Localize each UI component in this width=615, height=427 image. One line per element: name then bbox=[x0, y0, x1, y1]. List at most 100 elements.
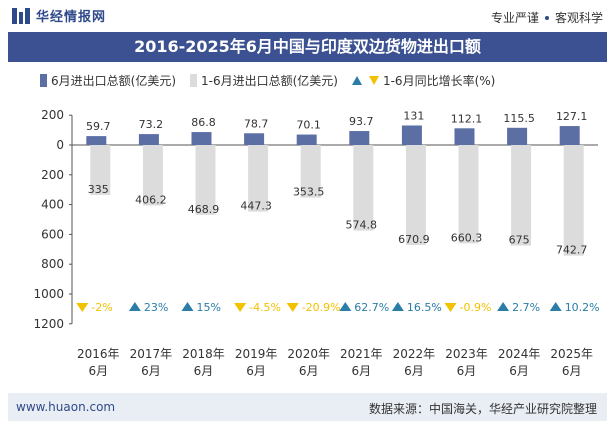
footer-url: www.huaon.com bbox=[16, 400, 116, 414]
legend-swatch-june bbox=[40, 73, 47, 87]
x-tick-label: 2023年 bbox=[445, 347, 488, 361]
bar-cumulative bbox=[353, 145, 374, 231]
data-label-cumulative: 742.7 bbox=[556, 244, 588, 257]
data-label-cumulative: 574.8 bbox=[346, 219, 378, 232]
x-tick-label: 2022年 bbox=[393, 347, 436, 361]
data-label-cumulative: 335 bbox=[88, 183, 109, 196]
y-tick-label: 400 bbox=[41, 198, 64, 212]
bar-june bbox=[138, 134, 159, 145]
data-label-growth: -0.9% bbox=[460, 301, 492, 314]
data-label-cumulative: 660.3 bbox=[451, 231, 483, 244]
data-label-june: 86.8 bbox=[191, 116, 216, 129]
data-label-june: 59.7 bbox=[86, 120, 111, 133]
legend-item-cum: 1-6月进出口总额(亿美元) bbox=[190, 72, 338, 89]
bar-cumulative bbox=[300, 145, 321, 198]
legend-label-cum: 1-6月进出口总额(亿美元) bbox=[201, 73, 338, 88]
separator-dot-icon bbox=[544, 15, 549, 20]
growth-down-marker bbox=[286, 303, 299, 312]
y-tick-label: 200 bbox=[41, 168, 64, 182]
tagline: 专业严谨 客观科学 bbox=[491, 9, 603, 26]
triangle-down-icon bbox=[368, 75, 379, 85]
x-tick-label: 2025年 bbox=[550, 347, 593, 361]
y-tick-label: 800 bbox=[41, 257, 64, 271]
growth-up-marker bbox=[128, 302, 141, 311]
x-tick-label: 2019年 bbox=[235, 347, 278, 361]
x-tick-label: 2018年 bbox=[182, 347, 225, 361]
data-label-june: 112.1 bbox=[451, 112, 483, 125]
x-tick-label: 2021年 bbox=[340, 347, 383, 361]
x-tick-label: 2016年 bbox=[77, 347, 120, 361]
legend-swatch-cum bbox=[190, 73, 197, 87]
data-label-june: 131 bbox=[403, 109, 424, 122]
data-label-cumulative: 468.9 bbox=[188, 203, 220, 216]
bar-june bbox=[296, 134, 317, 145]
tag-1: 专业严谨 bbox=[490, 11, 539, 25]
y-tick-label: 600 bbox=[41, 227, 64, 241]
x-tick-label-line2: 6月 bbox=[457, 364, 477, 378]
growth-up-marker bbox=[549, 302, 562, 311]
legend: 6月进出口总额(亿美元) 1-6月进出口总额(亿美元) 1-6月同比增长率(%) bbox=[40, 70, 600, 90]
legend-label-june: 6月进出口总额(亿美元) bbox=[51, 73, 176, 88]
chart-title: 2016-2025年6月中国与印度双边货物进出口额 bbox=[134, 37, 481, 56]
data-label-growth: -20.9% bbox=[302, 301, 341, 314]
x-tick-label: 2017年 bbox=[130, 347, 173, 361]
x-tick-label-line2: 6月 bbox=[194, 364, 214, 378]
data-label-growth: 2.7% bbox=[512, 301, 540, 314]
growth-down-marker bbox=[76, 303, 89, 312]
footer: www.huaon.com 数据来源：中国海关，华经产业研究院整理 bbox=[8, 393, 607, 421]
x-tick-label-line2: 6月 bbox=[351, 364, 371, 378]
data-label-cumulative: 670.9 bbox=[398, 233, 430, 246]
brand: 华经情报网 bbox=[12, 6, 106, 25]
data-label-cumulative: 675 bbox=[509, 234, 530, 247]
data-label-june: 73.2 bbox=[139, 118, 164, 131]
legend-item-growth: 1-6月同比增长率(%) bbox=[351, 72, 496, 89]
growth-up-marker bbox=[181, 302, 194, 311]
x-tick-label-line2: 6月 bbox=[141, 364, 161, 378]
data-label-cumulative: 406.2 bbox=[135, 194, 167, 207]
bar-cumulative bbox=[142, 145, 163, 206]
x-tick-label-line2: 6月 bbox=[246, 364, 266, 378]
data-label-growth: 62.7% bbox=[354, 301, 389, 314]
data-label-june: 115.5 bbox=[503, 112, 535, 125]
bar-june bbox=[86, 136, 107, 145]
tag-2: 客观科学 bbox=[554, 11, 603, 25]
bar-june bbox=[349, 131, 370, 145]
bar-june bbox=[401, 125, 422, 145]
data-label-june: 127.1 bbox=[556, 110, 588, 123]
data-label-cumulative: 353.5 bbox=[293, 186, 325, 199]
growth-down-marker bbox=[234, 303, 247, 312]
y-tick-label: 1200 bbox=[33, 317, 64, 331]
triangle-up-icon bbox=[351, 75, 362, 85]
bar-june bbox=[244, 133, 265, 145]
data-label-growth: 15% bbox=[197, 301, 221, 314]
growth-up-marker bbox=[391, 302, 404, 311]
growth-down-marker bbox=[444, 303, 457, 312]
data-label-june: 93.7 bbox=[349, 115, 374, 128]
bar-june bbox=[454, 128, 475, 145]
data-label-june: 70.1 bbox=[296, 119, 321, 132]
y-tick-label: 200 bbox=[41, 108, 64, 122]
y-tick-label: 1000 bbox=[33, 287, 64, 301]
x-tick-label: 2020年 bbox=[287, 347, 330, 361]
bar-cumulative bbox=[458, 145, 479, 244]
x-tick-label-line2: 6月 bbox=[299, 364, 319, 378]
bar-cumulative bbox=[195, 145, 216, 215]
x-tick-label-line2: 6月 bbox=[562, 364, 582, 378]
growth-up-marker bbox=[339, 302, 352, 311]
top-bar: 华经情报网 专业严谨 客观科学 bbox=[0, 0, 615, 32]
data-label-cumulative: 447.3 bbox=[240, 200, 272, 213]
legend-label-growth: 1-6月同比增长率(%) bbox=[382, 73, 496, 88]
x-tick-label-line2: 6月 bbox=[404, 364, 424, 378]
bar-june bbox=[507, 127, 528, 145]
bar-cumulative bbox=[405, 145, 426, 245]
bar-june bbox=[559, 126, 580, 145]
data-label-growth: -4.5% bbox=[249, 301, 281, 314]
bar-cumulative bbox=[511, 145, 532, 246]
data-label-june: 78.7 bbox=[244, 117, 269, 130]
bar-cumulative bbox=[90, 145, 111, 195]
y-tick-label: 0 bbox=[56, 138, 64, 152]
bar-cumulative bbox=[563, 145, 584, 256]
growth-up-marker bbox=[497, 302, 510, 311]
data-label-growth: 10.2% bbox=[565, 301, 600, 314]
